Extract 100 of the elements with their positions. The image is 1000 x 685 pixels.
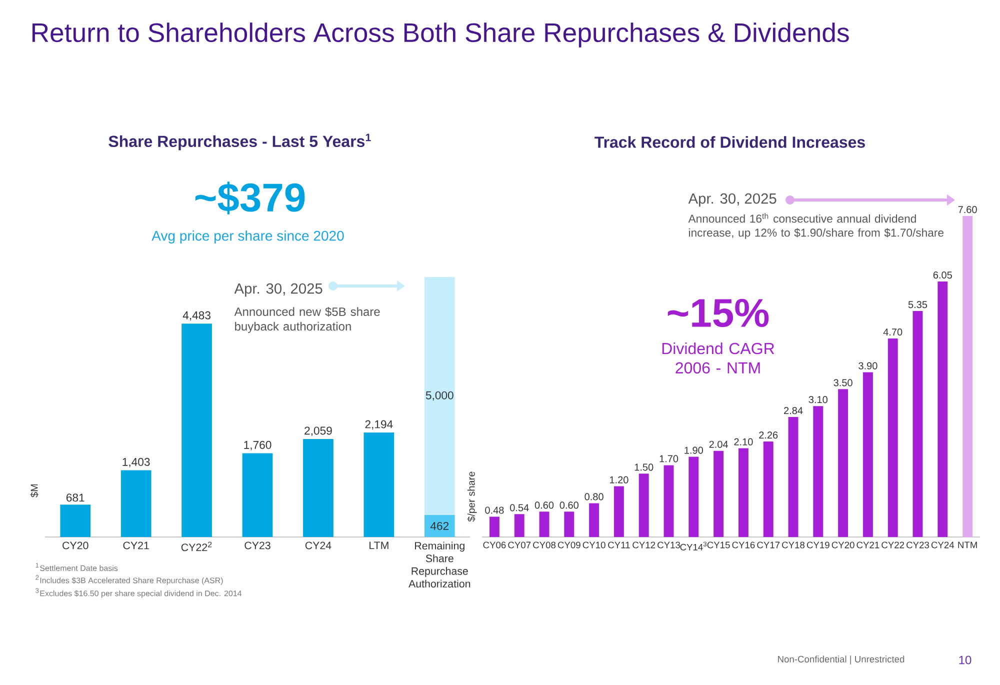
x-tick-label: CY16 [732,542,755,548]
data-label: 3.90 [858,362,878,370]
x-tick-label: CY15 [707,542,730,548]
data-label: 462 [430,522,449,530]
text: 10 [959,656,972,664]
x-tick-label: LTM [370,542,388,550]
data-label: 0.60 [560,502,578,509]
y-axis-title: $/per share [467,472,477,522]
bar [424,276,455,515]
annotation: Dividend CAGR 2006 - NTM [662,342,774,374]
x-tick-label: CY18 [782,542,805,548]
x-tick-label: CY20 [62,542,88,550]
data-label: 2.10 [734,438,753,446]
bar [788,417,798,537]
x-tick-label: CY11 [608,542,630,548]
data-label: 2,059 [304,426,332,436]
data-label: 1.20 [610,476,628,484]
data-label: 4.70 [883,328,902,336]
x-tick-label: CY08 [533,542,556,548]
annotation: Announced 16$^{th}$ consecutive annual dividend increase, up 12% to $1.90/share from $1.70/share [688,213,944,239]
annotation: Apr. 30, 2025 [234,283,322,297]
data-label: 6.05 [933,271,952,279]
data-label: 2.04 [709,440,728,448]
data-label: 1,760 [244,440,272,450]
x-tick-label: Remaining Share Repurchase Authorization [408,542,470,588]
x-tick-label: CY21 [856,542,880,548]
bar [539,512,550,537]
data-label: 0.54 [510,504,529,512]
data-label: 681 [66,494,84,502]
bar [182,324,212,537]
bar [763,442,774,537]
bar [514,514,524,537]
x-tick-label: CY10 [582,542,606,548]
bar [489,516,500,537]
bar [364,432,394,537]
bar [738,448,748,537]
bar [303,438,334,537]
x-tick-label: CY24 [305,542,332,550]
bar [714,450,724,537]
data-label: 5.35 [908,301,928,308]
x-tick-label: CY14$^{3}$ [680,542,707,550]
x-tick-label: CY23 [244,542,270,550]
annotation: ~15% [668,298,769,328]
text: Avg price per share since 2020 [152,230,344,244]
bar [664,465,674,537]
x-tick-label: CY17 [757,542,780,548]
chart-subtitle: Share Repurchases - Last 5 Years$^{1}$ [108,134,371,150]
x-tick-label: CY24 [931,542,954,548]
text: $^{3}$Excludes $16.50 per share special dividend in Dec. 2014 [36,588,242,598]
bar [813,406,824,537]
data-label: 2,194 [365,420,393,430]
data-label: 7.60 [958,206,977,214]
x-tick-label: NTM [958,542,977,548]
bar [638,474,649,537]
bar [424,514,455,537]
data-label: 3.50 [834,379,852,386]
x-tick-label: CY22$^{2}$ [181,542,212,552]
x-tick-label: CY20 [832,542,854,548]
text: Apr. 30, 2025 [688,193,776,207]
bar [564,512,574,537]
data-label: 0.80 [584,493,604,500]
data-label: 1.90 [684,446,703,454]
bar [614,486,624,537]
bar [888,338,898,537]
bar [60,504,91,537]
bar [688,456,699,537]
bar [962,216,973,537]
bar [938,281,948,537]
data-label: 2.26 [759,432,778,439]
x-tick-label: CY22 [882,542,904,548]
x-tick-label: CY19 [806,542,830,548]
data-label: 4,483 [182,311,210,321]
text: $^{1}$Settlement Date basis [36,562,118,571]
annotation: Announced new $5B share buyback authorization [234,306,380,334]
bar [912,311,923,537]
x-tick-label: CY13 [658,542,680,548]
x-tick-label: CY09 [558,542,580,548]
x-tick-label: CY12 [632,542,656,548]
bar [589,503,600,537]
y-axis-title: $M [30,484,38,498]
data-label: 1,403 [122,458,150,468]
bar [242,453,273,537]
data-label: 2.84 [784,407,803,414]
bar [862,372,873,537]
x-tick-label: CY23 [906,542,929,548]
chart-title: Track Record of Dividend Increases [594,136,865,148]
text: Non-Confidential | Unrestricted [778,656,904,664]
chart-title: Return to Shareholders Across Both Share Repurchases & Dividends [32,22,849,48]
data-label: 0.60 [534,502,554,509]
bar [120,470,152,537]
data-label: 3.10 [808,396,828,404]
bar [838,389,848,537]
data-label: 1.70 [660,455,678,462]
text: ~$379 [195,182,305,214]
data-label: 1.50 [634,464,654,471]
x-tick-label: CY06 [483,542,506,548]
text: $^{2}$Includes $3B Accelerated Share Repurchase (ASR) [36,575,223,585]
data-label: 0.48 [485,506,504,514]
x-tick-label: CY21 [123,542,149,550]
x-tick-label: CY07 [508,542,531,548]
